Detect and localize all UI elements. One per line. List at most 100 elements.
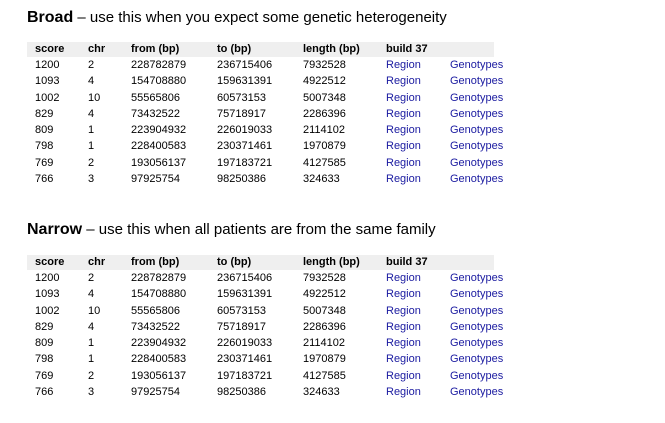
region-link[interactable]: Region — [386, 107, 421, 120]
cell-to-bp: 197183721 — [217, 156, 273, 169]
genotypes-link[interactable]: Genotypes — [450, 91, 504, 104]
cell-length-bp: 2286396 — [303, 107, 346, 120]
cell-length-bp: 324633 — [303, 386, 340, 399]
table-row: 798 1 228400583 230371461 1970879 Region Genot… — [27, 138, 503, 154]
table-row: 769 2 193056137 197183721 4127585 Region Genot… — [27, 368, 503, 384]
broad-heading: Broad – use this when you expect some ge… — [27, 9, 447, 27]
cell-length-bp: 5007348 — [303, 91, 346, 104]
region-link[interactable]: Region — [386, 91, 421, 104]
region-link[interactable]: Region — [386, 59, 421, 71]
genotypes-link[interactable]: Genotypes — [450, 173, 504, 186]
region-link[interactable]: Region — [386, 369, 421, 382]
region-link[interactable]: Region — [386, 320, 421, 333]
genotypes-link[interactable]: Genotypes — [450, 124, 504, 137]
genotypes-link[interactable]: Genotypes — [450, 369, 504, 382]
table-row: 1002 10 55565806 60573153 5007348 Region Genot… — [27, 90, 503, 106]
column-header-genotypes — [440, 42, 494, 57]
genotypes-cell: Genotypes — [440, 335, 503, 351]
cell-from-bp: 154708880 — [131, 288, 187, 301]
region-link[interactable]: Region — [386, 140, 421, 153]
genotypes-cell: Genotypes — [440, 368, 503, 384]
cell-chr: 4 — [88, 107, 95, 120]
cell-to-bp: 60573153 — [217, 91, 266, 104]
genotypes-link[interactable]: Genotypes — [450, 386, 504, 399]
cell-score: 829 — [35, 107, 54, 120]
region-link[interactable]: Region — [386, 386, 421, 399]
cell-chr: 2 — [88, 156, 95, 169]
cell-length-bp: 2114102 — [303, 124, 346, 137]
region-link[interactable]: Region — [386, 353, 421, 366]
region-link[interactable]: Region — [386, 272, 421, 284]
column-header-from: from (bp) — [131, 43, 180, 55]
cell-to-bp: 226019033 — [217, 337, 273, 350]
region-cell: Region — [376, 368, 440, 384]
column-header-build: build 37 — [386, 43, 428, 55]
column-header-length: length (bp) — [303, 256, 360, 268]
cell-chr: 1 — [88, 140, 95, 153]
region-cell: Region — [376, 351, 440, 367]
genotypes-cell: Genotypes — [440, 171, 503, 187]
genotypes-link[interactable]: Genotypes — [450, 337, 504, 350]
region-link[interactable]: Region — [386, 337, 421, 350]
table-row: 809 1 223904932 226019033 2114102 Region Genot… — [27, 335, 503, 351]
cell-length-bp: 4127585 — [303, 369, 346, 382]
table-row: 1200 2 228782879 236715406 7932528 Region Geno… — [27, 270, 503, 286]
genotypes-link[interactable]: Genotypes — [450, 272, 504, 284]
cell-chr: 1 — [88, 353, 95, 366]
table-row: 766 3 97925754 98250386 324633 Region Genotype… — [27, 384, 503, 400]
genotypes-link[interactable]: Genotypes — [450, 288, 504, 301]
cell-chr: 2 — [88, 369, 95, 382]
cell-length-bp: 4127585 — [303, 156, 346, 169]
cell-from-bp: 73432522 — [131, 320, 180, 333]
cell-chr: 4 — [88, 320, 95, 333]
genotypes-cell: Genotypes — [440, 122, 503, 138]
cell-from-bp: 228782879 — [131, 59, 187, 71]
region-link[interactable]: Region — [386, 156, 421, 169]
table-row: 1002 10 55565806 60573153 5007348 Region Genot… — [27, 303, 503, 319]
genotypes-link[interactable]: Genotypes — [450, 75, 504, 88]
cell-score: 1002 — [35, 304, 60, 317]
region-link[interactable]: Region — [386, 75, 421, 88]
genotypes-link[interactable]: Genotypes — [450, 140, 504, 153]
broad-heading-strong: Broad — [27, 9, 74, 26]
genotypes-link[interactable]: Genotypes — [450, 107, 504, 120]
genotypes-link[interactable]: Genotypes — [450, 353, 504, 366]
genotypes-link[interactable]: Genotypes — [450, 320, 504, 333]
cell-to-bp: 75718917 — [217, 320, 266, 333]
cell-to-bp: 60573153 — [217, 304, 266, 317]
narrow-heading-strong: Narrow — [27, 221, 83, 238]
region-link[interactable]: Region — [386, 124, 421, 137]
cell-length-bp: 324633 — [303, 173, 340, 186]
genotypes-cell: Genotypes — [440, 303, 503, 319]
region-link[interactable]: Region — [386, 304, 421, 317]
region-link[interactable]: Region — [386, 173, 421, 186]
cell-score: 809 — [35, 124, 54, 137]
region-cell: Region — [376, 90, 440, 106]
table-row: 766 3 97925754 98250386 324633 Region Genotype… — [27, 171, 503, 187]
cell-length-bp: 5007348 — [303, 304, 346, 317]
genotypes-cell: Genotypes — [440, 351, 503, 367]
genotypes-link[interactable]: Genotypes — [450, 156, 504, 169]
cell-length-bp: 4922512 — [303, 288, 346, 301]
genotypes-cell: Genotypes — [440, 90, 503, 106]
cell-to-bp: 230371461 — [217, 140, 273, 153]
cell-chr: 1 — [88, 337, 95, 350]
cell-score: 769 — [35, 369, 54, 382]
region-cell: Region — [376, 73, 440, 89]
cell-chr: 3 — [88, 173, 95, 186]
cell-to-bp: 159631391 — [217, 75, 273, 88]
cell-score: 766 — [35, 386, 54, 399]
table-row: 829 4 73432522 75718917 2286396 Region Genotyp… — [27, 106, 503, 122]
cell-length-bp: 1970879 — [303, 140, 346, 153]
cell-length-bp: 4922512 — [303, 75, 346, 88]
cell-from-bp: 55565806 — [131, 91, 180, 104]
cell-to-bp: 159631391 — [217, 288, 273, 301]
genotypes-link[interactable]: Genotypes — [450, 304, 504, 317]
genotypes-link[interactable]: Genotypes — [450, 59, 504, 71]
genotypes-cell: Genotypes — [440, 155, 503, 171]
cell-to-bp: 75718917 — [217, 107, 266, 120]
genotypes-cell: Genotypes — [440, 319, 503, 335]
genotypes-cell: Genotypes — [440, 270, 503, 286]
cell-score: 798 — [35, 353, 54, 366]
region-link[interactable]: Region — [386, 288, 421, 301]
